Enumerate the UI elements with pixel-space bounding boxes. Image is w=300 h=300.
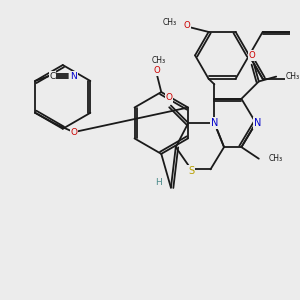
Text: N: N xyxy=(254,118,262,128)
Text: CH₃: CH₃ xyxy=(151,56,165,65)
Text: O: O xyxy=(184,21,191,30)
Text: H: H xyxy=(155,178,162,187)
Text: CH₃: CH₃ xyxy=(268,154,283,163)
Text: C: C xyxy=(50,72,56,81)
Text: O: O xyxy=(166,93,172,102)
Text: CH₃: CH₃ xyxy=(286,72,300,81)
Text: S: S xyxy=(188,166,194,176)
Text: O: O xyxy=(70,128,77,136)
Text: N: N xyxy=(211,118,218,128)
Text: N: N xyxy=(70,72,77,81)
Text: O: O xyxy=(249,51,255,60)
Text: O: O xyxy=(153,66,160,75)
Text: CH₃: CH₃ xyxy=(163,18,177,27)
